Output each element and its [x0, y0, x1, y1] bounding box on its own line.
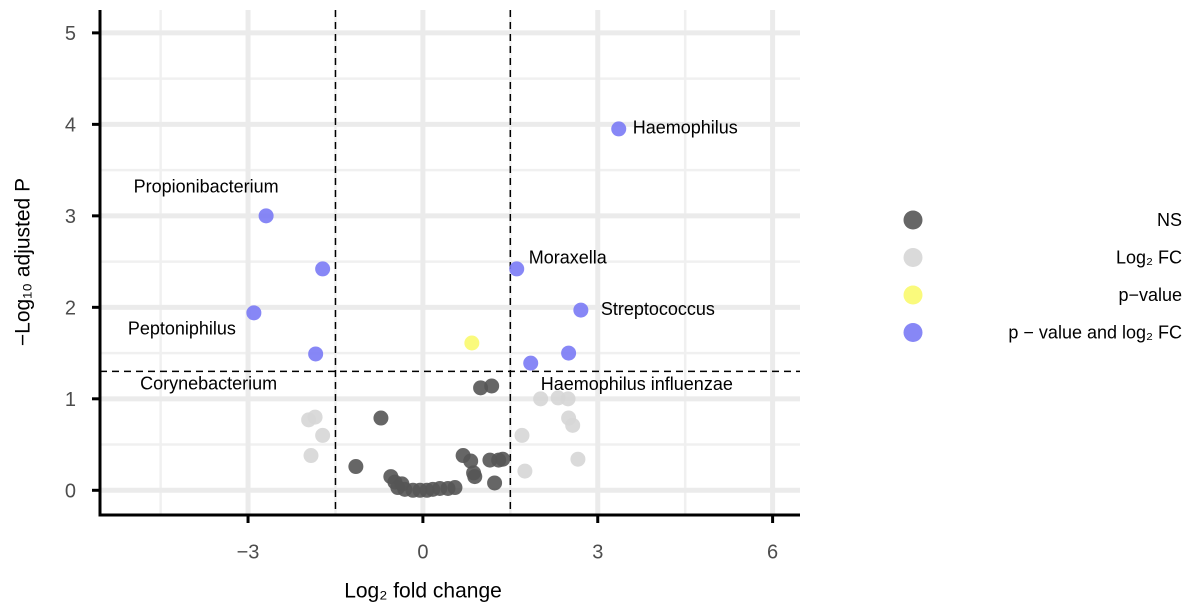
point-label: Haemophilus — [633, 118, 738, 138]
point — [464, 335, 480, 351]
point — [495, 451, 511, 467]
point-label: Corynebacterium — [140, 374, 277, 394]
point — [484, 378, 500, 394]
y-axis-title: −Log₁₀ adjusted P — [12, 178, 35, 346]
legend-label: NS — [1157, 210, 1182, 230]
legend-marker — [903, 323, 923, 342]
x-tick-label: 6 — [767, 541, 778, 563]
x-tick-label: −3 — [237, 541, 260, 563]
point — [473, 380, 489, 396]
x-axis-title: Log₂ fold change — [344, 580, 502, 603]
legend-marker — [903, 248, 923, 267]
point — [394, 476, 410, 492]
legend-marker — [903, 285, 923, 305]
point — [509, 261, 525, 277]
x-tick-label: 3 — [592, 541, 603, 563]
y-tick-label: 0 — [65, 481, 76, 503]
point — [315, 427, 331, 443]
point — [246, 305, 262, 321]
point — [570, 451, 586, 467]
y-tick-label: 5 — [65, 23, 76, 45]
point — [573, 302, 589, 318]
point-label: Moraxella — [529, 248, 608, 268]
point — [517, 463, 533, 479]
y-tick-label: 2 — [65, 298, 76, 320]
point — [514, 427, 530, 443]
point — [447, 480, 463, 496]
y-tick-label: 1 — [65, 389, 76, 411]
legend-label: p − value and log₂ FC — [1008, 322, 1182, 342]
point — [348, 459, 364, 475]
y-tick-label: 4 — [65, 115, 76, 137]
point — [565, 417, 581, 433]
point — [463, 453, 479, 469]
y-tick-label: 3 — [65, 206, 76, 228]
point — [303, 448, 319, 464]
point — [533, 391, 549, 407]
point — [523, 355, 539, 371]
point — [307, 409, 323, 425]
legend-label: Log₂ FC — [1116, 247, 1182, 267]
point — [258, 208, 274, 224]
point — [373, 410, 389, 426]
point-label: Haemophilus influenzae — [541, 374, 733, 394]
point — [487, 475, 503, 491]
x-tick-label: 0 — [417, 541, 428, 563]
legend-marker — [903, 210, 923, 230]
point-label: Streptococcus — [601, 299, 715, 319]
point-label: Propionibacterium — [134, 177, 279, 197]
point — [560, 391, 576, 407]
point — [467, 469, 483, 485]
point — [611, 121, 627, 137]
legend-label: p−value — [1118, 285, 1182, 305]
point — [308, 346, 324, 362]
point — [315, 261, 331, 277]
point — [561, 345, 577, 361]
point-label: Peptoniphilus — [128, 319, 236, 339]
